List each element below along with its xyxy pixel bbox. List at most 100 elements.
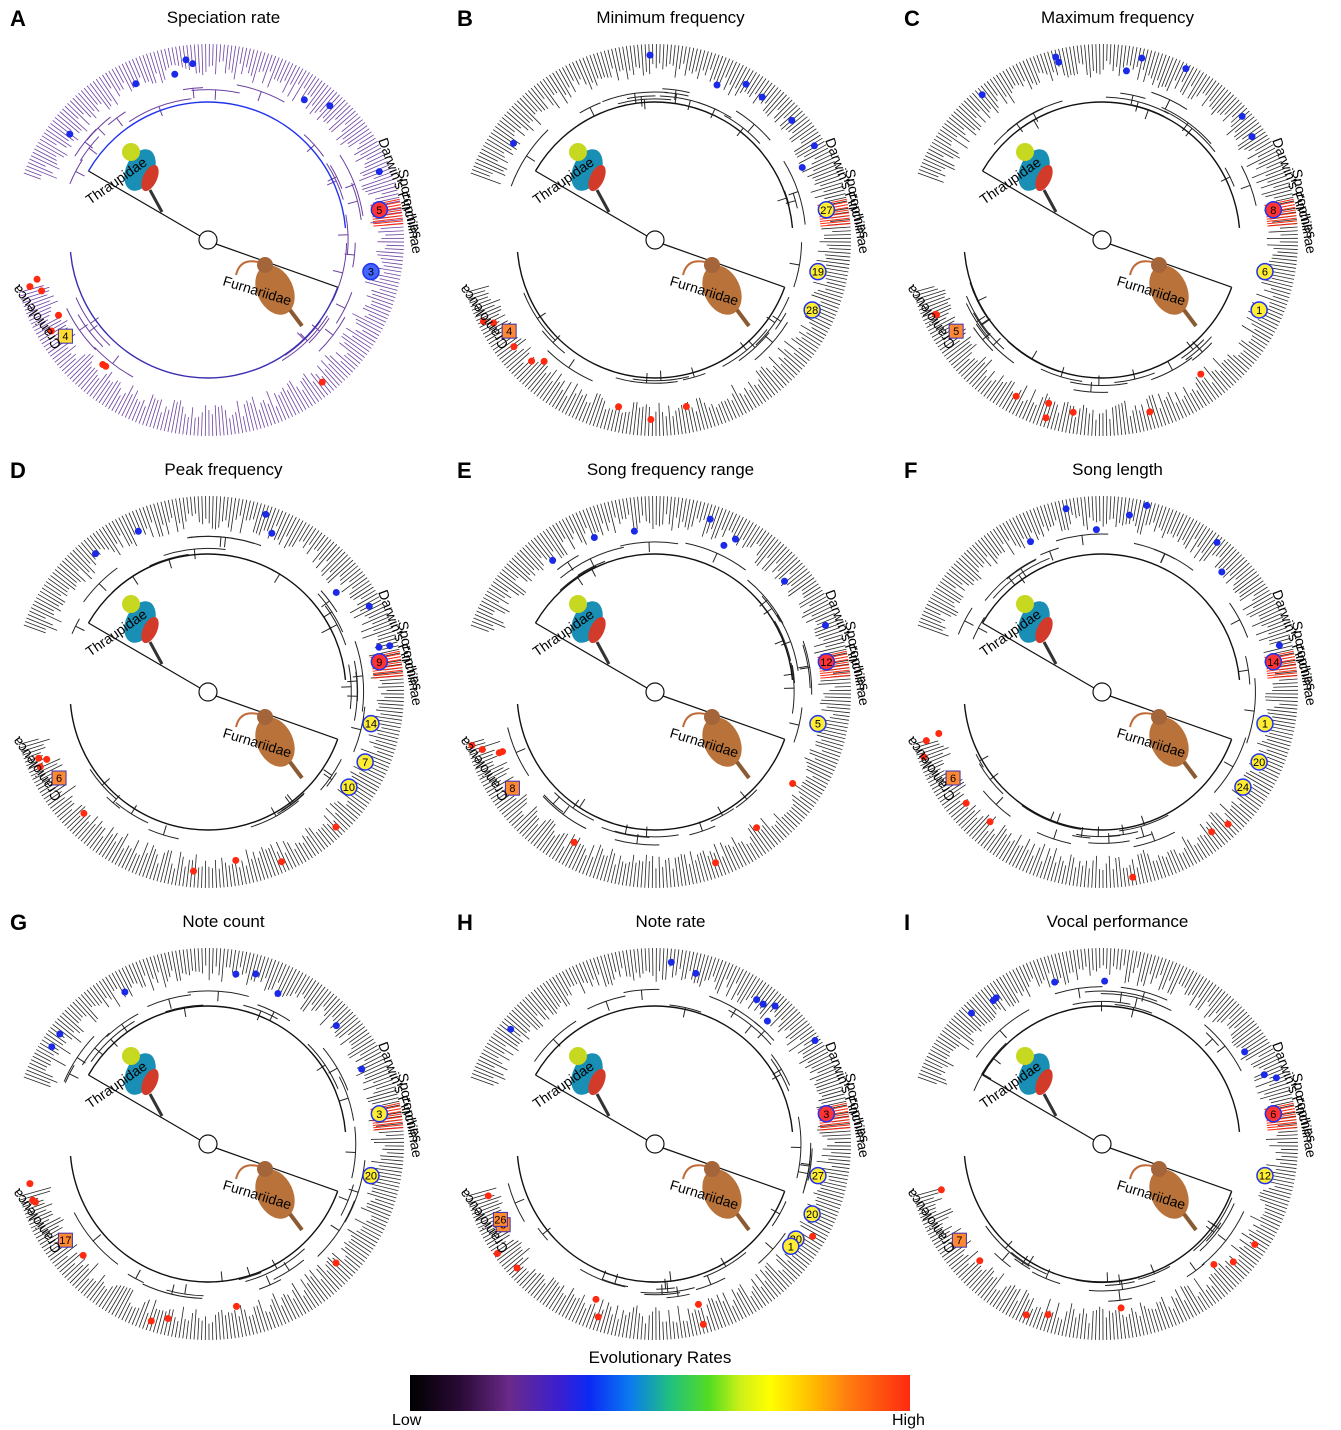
shift-markers: 14 1 20 24 6 (946, 654, 1281, 795)
clade-label-cranioleuca: Cranioleuca (8, 734, 64, 805)
marker-label: 20 (1253, 757, 1265, 769)
panel-title: Song length (894, 460, 1341, 480)
marker-label: 6 (950, 773, 956, 785)
marker-label: 3 (376, 1109, 382, 1121)
tree-backbone (71, 102, 346, 378)
shift-marker: 1 (783, 1238, 799, 1254)
shift-marker: 12 (818, 654, 834, 670)
shift-marker: 14 (363, 716, 379, 732)
marker-label: 7 (956, 1235, 962, 1247)
shift-marker: 6 (1265, 1106, 1281, 1122)
panel-title: Note rate (447, 912, 894, 932)
marker-label: 20 (806, 1209, 818, 1221)
marker-label: 14 (1267, 657, 1279, 669)
panel-title: Minimum frequency (447, 8, 894, 28)
marker-label: 6 (1270, 1109, 1276, 1121)
marker-label: 19 (812, 267, 824, 279)
tree-backbone (518, 554, 793, 830)
clade-label-cranioleuca: Cranioleuca (8, 1186, 64, 1257)
marker-label: 10 (343, 782, 355, 794)
shift-marker: 6 (1257, 264, 1273, 280)
marker-label: 12 (820, 657, 832, 669)
marker-label: 20 (365, 1171, 377, 1183)
panel-title: Vocal performance (894, 912, 1341, 932)
colorbar-gradient (410, 1375, 910, 1411)
panel-title: Peak frequency (0, 460, 447, 480)
shift-marker: 3 (818, 1106, 834, 1122)
marker-label: 6 (56, 773, 62, 785)
shift-marker: 1 (1257, 716, 1273, 732)
marker-label: 27 (812, 1171, 824, 1183)
tree-backbone (965, 554, 1240, 830)
shift-marker: 1 (1251, 302, 1267, 318)
tree-backbone (71, 554, 346, 830)
shift-marker: 19 (810, 264, 826, 280)
clade-label-cranioleuca: Cranioleuca (455, 282, 511, 353)
marker-label: 14 (365, 719, 377, 731)
shift-marker: 7 (357, 754, 373, 770)
shift-marker: 3 (363, 264, 379, 280)
marker-label: 28 (806, 305, 818, 317)
colorbar-low-label: Low (392, 1412, 421, 1430)
shift-markers: 6 12 7 (952, 1106, 1281, 1247)
shift-marker: 26 (493, 1212, 507, 1226)
shift-markers: 9 14 710 6 (52, 654, 387, 795)
colorbar-title: Evolutionary Rates (410, 1348, 910, 1368)
tree-backbone (71, 1006, 346, 1282)
marker-label: 8 (1270, 205, 1276, 217)
tree-backbone (518, 1006, 793, 1282)
phylogeny-tree: 32720301326ThraupidaeFurnariidaeDarwin's… (447, 904, 894, 1356)
marker-label: 8 (509, 783, 515, 795)
shift-marker: 12 (1257, 1168, 1273, 1184)
shift-marker: 5 (371, 202, 387, 218)
marker-label: 4 (62, 331, 68, 343)
shift-markers: 27 19 28 4 (502, 202, 834, 338)
shift-marker: 27 (810, 1168, 826, 1184)
marker-label: 1 (788, 1241, 794, 1253)
shift-marker: 5 (810, 716, 826, 732)
marker-label: 12 (1259, 1171, 1271, 1183)
shift-marker: 3 (371, 1106, 387, 1122)
panel-title: Maximum frequency (894, 8, 1341, 28)
marker-label: 24 (1237, 782, 1249, 794)
shift-marker: 20 (804, 1206, 820, 1222)
panel-title: Note count (0, 912, 447, 932)
shift-markers: 5 3 4 (58, 202, 387, 343)
shift-marker: 9 (371, 654, 387, 670)
marker-label: 1 (1256, 305, 1262, 317)
shift-marker: 20 (1251, 754, 1267, 770)
colorbar-high-label: High (892, 1412, 925, 1430)
shift-marker: 10 (341, 779, 357, 795)
marker-label: 5 (953, 326, 959, 338)
shift-marker: 24 (1235, 779, 1251, 795)
shift-marker: 28 (804, 302, 820, 318)
shift-markers: 8 6 1 5 (949, 202, 1281, 338)
marker-label: 3 (823, 1109, 829, 1121)
marker-label: 4 (506, 326, 512, 338)
marker-label: 26 (494, 1214, 506, 1226)
marker-label: 6 (1262, 267, 1268, 279)
rate-shift-dots (26, 970, 365, 1324)
clade-label-cranioleuca: Cranioleuca (902, 282, 958, 353)
clade-label-cranioleuca: Cranioleuca (902, 734, 958, 805)
shift-marker: 27 (818, 202, 834, 218)
marker-label: 9 (376, 657, 382, 669)
panel-title: Speciation rate (0, 8, 447, 28)
shift-markers: 32720301326 (493, 1106, 834, 1255)
